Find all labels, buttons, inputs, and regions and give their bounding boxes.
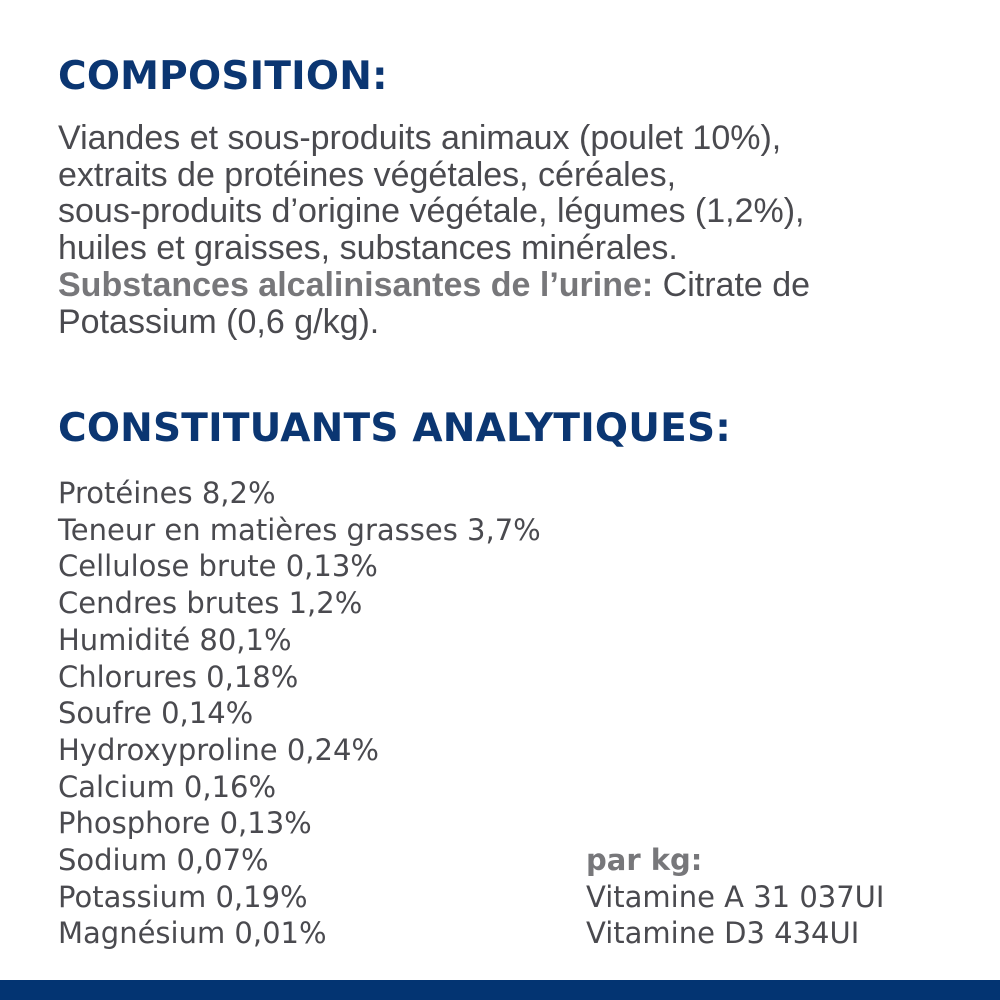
composition-line: extraits de protéines végétales, céréale…	[58, 155, 677, 194]
analytical-item: Phosphore 0,13%	[58, 806, 312, 841]
additive-line: Substances alcalinisantes de l’urine: Ci…	[58, 265, 958, 304]
composition-line: sous-produits d’origine végétale, légume…	[58, 192, 805, 231]
analytical-heading: CONSTITUANTS ANALYTIQUES:	[58, 406, 732, 451]
analytical-item: Magnésium 0,01%	[58, 916, 327, 951]
composition-heading: COMPOSITION:	[58, 54, 388, 99]
vitamin-item: Vitamine A 31 037UI	[586, 879, 885, 914]
additive-value: Citrate de	[653, 265, 811, 304]
analytical-list: Protéines 8,2% Teneur en matières grasse…	[58, 475, 541, 952]
analytical-item: Sodium 0,07%	[58, 843, 269, 878]
vitamin-item: Vitamine D3 434UI	[586, 916, 860, 951]
analytical-item: Hydroxyproline 0,24%	[58, 732, 379, 767]
composition-line: Viandes et sous-produits animaux (poulet…	[58, 119, 782, 157]
analytical-item: Chlorures 0,18%	[58, 659, 299, 694]
analytical-item: Soufre 0,14%	[58, 696, 254, 731]
analytical-item: Cellulose brute 0,13%	[58, 549, 378, 584]
footer-bar	[0, 980, 1000, 1000]
composition-line: huiles et graisses, substances minérales…	[58, 229, 678, 268]
analytical-item: Calcium 0,16%	[58, 769, 277, 804]
analytical-item: Potassium 0,19%	[58, 879, 308, 914]
composition-text: Viandes et sous-produits animaux (poulet…	[58, 120, 958, 340]
analytical-item: Protéines 8,2%	[58, 476, 276, 510]
analytical-item: Humidité 80,1%	[58, 622, 292, 657]
additive-label: Substances alcalinisantes de l’urine:	[58, 265, 654, 304]
analytical-item: Teneur en matières grasses 3,7%	[58, 512, 541, 547]
vitamins-label: par kg:	[586, 843, 703, 877]
vitamins-list: par kg: Vitamine A 31 037UI Vitamine D3 …	[586, 842, 884, 952]
additive-value-continued: Potassium (0,6 g/kg).	[58, 302, 380, 341]
analytical-item: Cendres brutes 1,2%	[58, 586, 363, 621]
